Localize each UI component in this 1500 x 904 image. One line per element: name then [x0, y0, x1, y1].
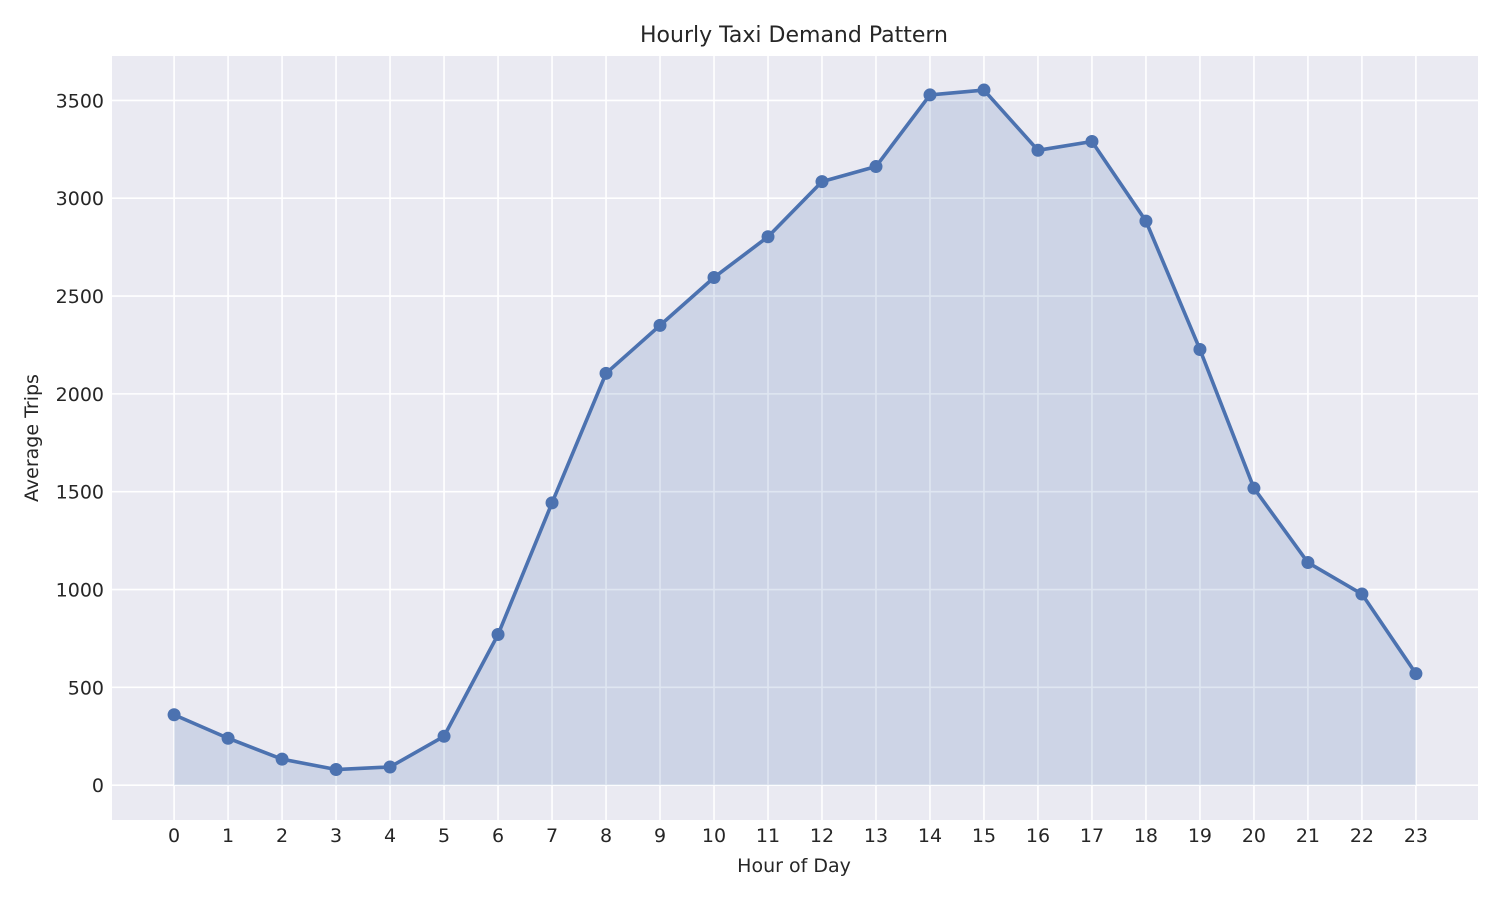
- x-tick-label: 5: [438, 825, 450, 847]
- data-point: [977, 83, 991, 97]
- data-point: [761, 230, 775, 244]
- x-tick-label: 6: [492, 825, 504, 847]
- plot-background: [112, 56, 1478, 820]
- x-tick-label: 2: [276, 825, 288, 847]
- data-points: [167, 83, 1423, 777]
- chart-title: Hourly Taxi Demand Pattern: [640, 23, 948, 48]
- data-point: [221, 731, 235, 745]
- data-point: [167, 708, 181, 722]
- data-point: [491, 628, 505, 642]
- x-tick-labels: 0 1 2 3 4 5 6 7 8 9 10 11 12 13 14 15 16 17 18 19 20 21 22 23: [168, 825, 1428, 847]
- data-point: [1301, 556, 1315, 570]
- x-tick-label: 1: [222, 825, 234, 847]
- data-point: [1031, 143, 1045, 157]
- x-tick-label: 4: [384, 825, 396, 847]
- y-tick-labels: 0 500 1000 1500 2000 2500 3000 3500: [56, 90, 104, 797]
- data-point: [1193, 342, 1207, 356]
- data-point: [923, 88, 937, 102]
- x-tick-label: 21: [1296, 825, 1320, 847]
- x-tick-label: 19: [1188, 825, 1212, 847]
- data-point: [275, 752, 289, 766]
- x-tick-label: 15: [972, 825, 996, 847]
- data-point: [1247, 481, 1261, 495]
- x-tick-label: 9: [654, 825, 666, 847]
- x-tick-label: 23: [1404, 825, 1428, 847]
- x-tick-label: 14: [918, 825, 942, 847]
- grid-lines: [112, 56, 1478, 820]
- data-point: [329, 763, 343, 777]
- data-point: [815, 175, 829, 189]
- x-tick-label: 12: [810, 825, 834, 847]
- x-tick-label: 0: [168, 825, 180, 847]
- y-tick-label: 3000: [56, 188, 104, 210]
- x-tick-label: 20: [1242, 825, 1266, 847]
- data-point: [545, 496, 559, 510]
- x-tick-label: 10: [702, 825, 726, 847]
- x-tick-label: 8: [600, 825, 612, 847]
- x-axis-label: Hour of Day: [737, 855, 851, 877]
- x-tick-label: 18: [1134, 825, 1158, 847]
- x-tick-label: 3: [330, 825, 342, 847]
- data-point: [707, 270, 721, 284]
- y-tick-label: 2000: [56, 384, 104, 406]
- y-tick-label: 500: [68, 677, 104, 699]
- x-tick-label: 17: [1080, 825, 1104, 847]
- data-point: [653, 318, 667, 332]
- x-tick-label: 16: [1026, 825, 1050, 847]
- x-tick-label: 11: [756, 825, 780, 847]
- data-point: [1139, 214, 1153, 228]
- x-tick-label: 22: [1350, 825, 1374, 847]
- y-tick-label: 1500: [56, 482, 104, 504]
- area-layer: [174, 90, 1416, 786]
- y-tick-label: 3500: [56, 90, 104, 112]
- x-tick-label: 7: [546, 825, 558, 847]
- y-tick-label: 2500: [56, 286, 104, 308]
- data-point: [383, 760, 397, 774]
- y-axis-label: Average Trips: [21, 374, 43, 502]
- data-point: [437, 729, 451, 743]
- data-point: [599, 366, 613, 380]
- data-point: [1409, 667, 1423, 681]
- data-point: [1085, 134, 1099, 148]
- x-tick-label: 13: [864, 825, 888, 847]
- line-layer: [172, 88, 1418, 772]
- series-line: [172, 88, 1418, 772]
- y-tick-label: 1000: [56, 580, 104, 602]
- data-point: [869, 160, 883, 174]
- y-tick-label: 0: [92, 775, 104, 797]
- area-fill: [174, 90, 1416, 786]
- data-point: [1355, 587, 1369, 601]
